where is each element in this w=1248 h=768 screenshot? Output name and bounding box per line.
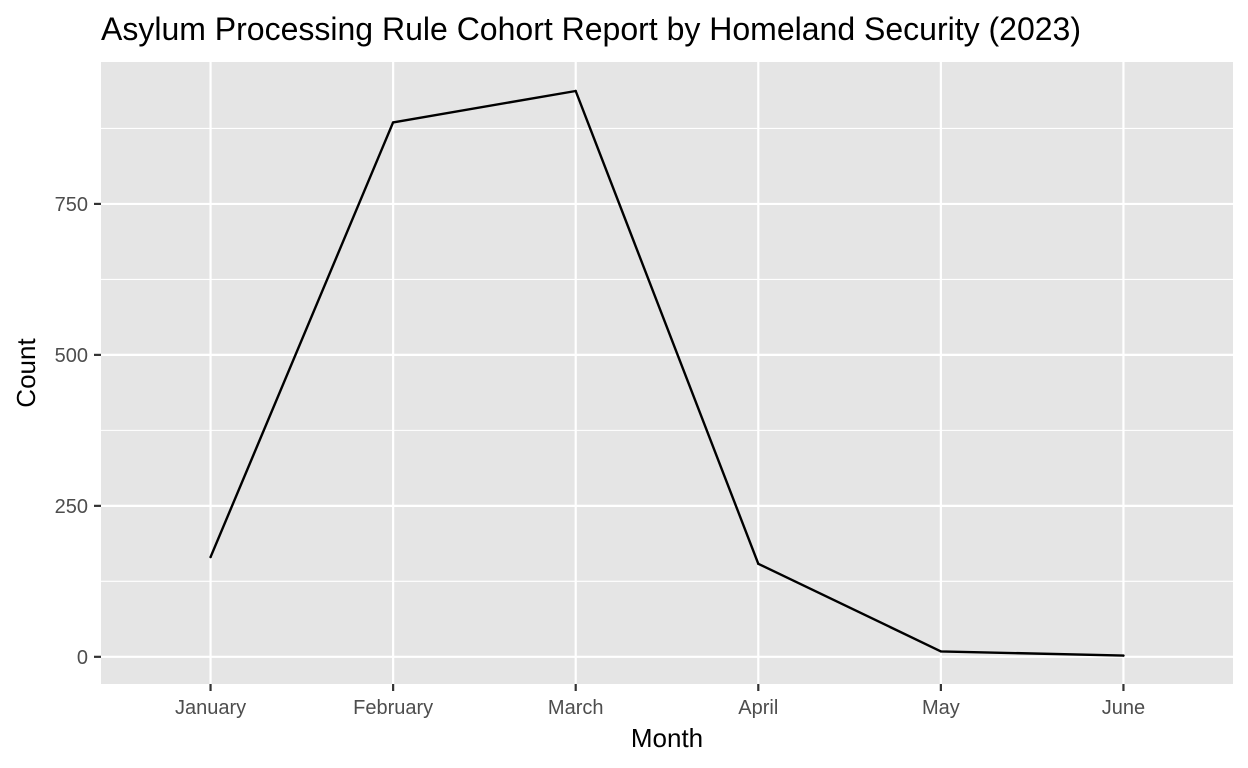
y-tick-label: 750 (55, 194, 88, 216)
data-point (574, 89, 577, 93)
x-tick-label: January (175, 697, 246, 719)
x-tick-label: June (1102, 697, 1145, 719)
data-point (391, 121, 395, 124)
data-point (209, 555, 212, 559)
data-point (939, 650, 943, 653)
y-axis-title: Count (11, 338, 41, 408)
chart-title: Asylum Processing Rule Cohort Report by … (101, 11, 1081, 47)
data-point (757, 562, 760, 566)
x-tick-label: March (548, 697, 604, 719)
series-layer (209, 89, 1125, 657)
y-tick-label: 250 (55, 496, 88, 518)
data-point (1122, 654, 1125, 657)
x-tick-label: February (353, 697, 433, 719)
minor-gridlines (101, 127, 1233, 582)
y-axis: 0 250 500 750 (55, 194, 101, 669)
x-axis: January February March April May June (175, 684, 1145, 719)
plot-panel (101, 62, 1233, 684)
major-gridlines (101, 62, 1233, 684)
x-tick-label: April (738, 697, 778, 719)
x-tick-label: May (922, 697, 960, 719)
x-axis-title: Month (631, 723, 703, 753)
y-tick-label: 0 (77, 647, 88, 669)
series-line (209, 89, 1124, 657)
y-tick-label: 500 (55, 345, 88, 367)
